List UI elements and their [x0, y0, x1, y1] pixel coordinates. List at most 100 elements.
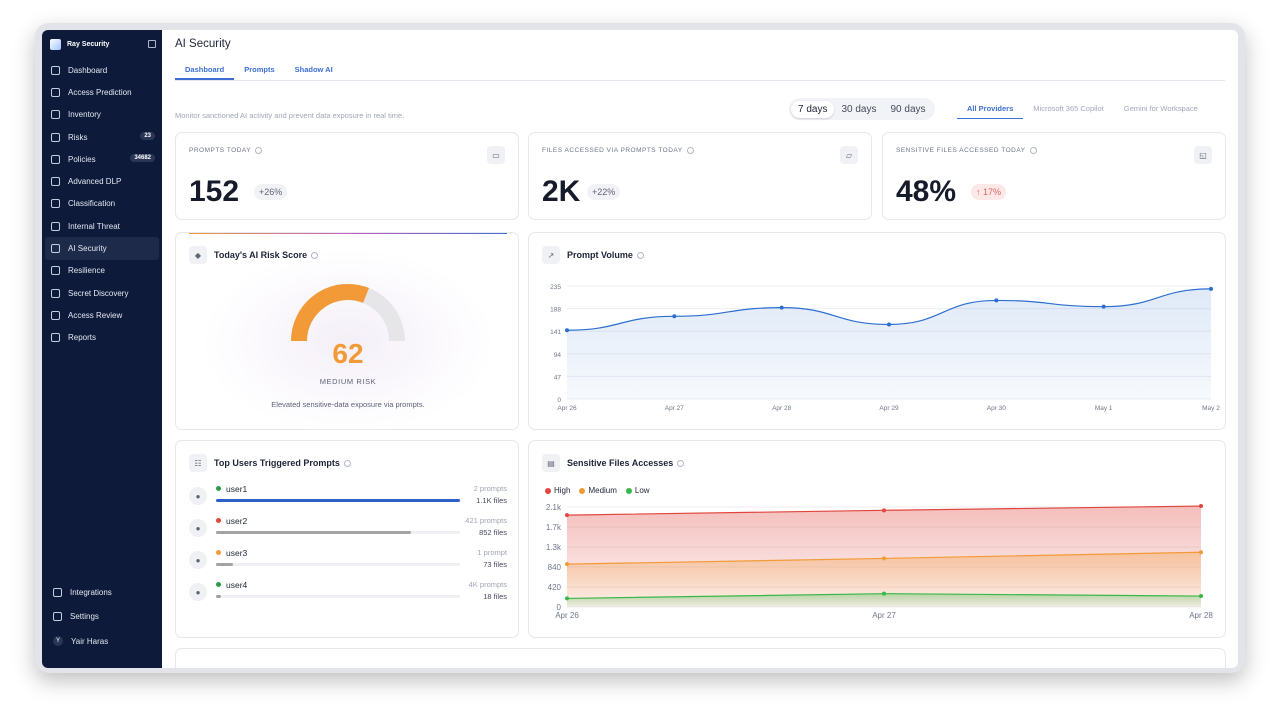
- data-point[interactable]: [882, 508, 886, 513]
- sidebar-item-internal-threat[interactable]: Internal Threat: [42, 215, 162, 237]
- provider-all[interactable]: All Providers: [957, 99, 1024, 119]
- folder-icon: ▱: [840, 146, 858, 164]
- sidebar-item-resilience[interactable]: Resilience: [42, 260, 162, 282]
- legend-item[interactable]: High: [545, 486, 570, 495]
- sidebar-collapse-icon[interactable]: [148, 40, 156, 48]
- sidebar-item-inventory[interactable]: Inventory: [42, 104, 162, 126]
- kpi-label: SENSITIVE FILES ACCESSED TODAY: [896, 147, 1026, 155]
- card-title: Top Users Triggered Prompts: [214, 458, 340, 468]
- x-tick-label: May 1: [1095, 405, 1113, 412]
- kpi-delta: ↑ 17%: [971, 184, 1007, 200]
- info-icon[interactable]: [255, 147, 263, 154]
- sidebar-item-ai-security[interactable]: AI Security: [45, 237, 159, 260]
- data-point[interactable]: [1199, 504, 1203, 509]
- sidebar-item-dashboard[interactable]: Dashboard: [42, 59, 162, 81]
- data-point[interactable]: [565, 596, 569, 601]
- range-7-days[interactable]: 7 days: [791, 100, 835, 118]
- sidebar-item-yair-haras[interactable]: Y Yair Haras: [42, 629, 162, 654]
- sidebar-item-reports[interactable]: Reports: [42, 327, 162, 349]
- series-area: [567, 552, 1201, 607]
- data-point[interactable]: [1199, 594, 1203, 599]
- y-tick-label: 188: [550, 307, 561, 314]
- user-prompts: 1 prompt: [477, 548, 507, 557]
- user-row[interactable]: ● user4 4K prompts 18 files: [189, 580, 507, 608]
- y-tick-label: 420: [548, 583, 562, 592]
- user-bar-track: [216, 499, 460, 502]
- legend-item[interactable]: Medium: [579, 486, 617, 495]
- sidebar-item-label: Secret Discovery: [68, 288, 129, 298]
- sidebar-item-label: Risks: [68, 132, 88, 142]
- info-icon[interactable]: [311, 252, 319, 260]
- data-point[interactable]: [1209, 286, 1213, 291]
- user-alert-icon: [51, 221, 60, 231]
- data-point[interactable]: [994, 298, 999, 303]
- resilience-icon: [51, 266, 60, 276]
- user-files: 852 files: [479, 528, 507, 537]
- data-point[interactable]: [882, 556, 886, 561]
- sidebar-item-risks[interactable]: Risks 23: [42, 126, 162, 148]
- chat-icon: ▭: [487, 146, 505, 164]
- brand[interactable]: Ray Security: [50, 39, 109, 50]
- provider-m365-copilot[interactable]: Microsoft 365 Copilot: [1033, 104, 1104, 113]
- user-bar-track: [216, 531, 460, 534]
- data-point[interactable]: [672, 314, 677, 319]
- brand-name: Ray Security: [67, 41, 110, 48]
- tab-prompts[interactable]: Prompts: [244, 65, 275, 74]
- person-icon: ●: [189, 519, 207, 537]
- user-row[interactable]: ● user1 2 prompts 1.1K files: [189, 484, 507, 512]
- sidebar-item-policies[interactable]: Policies 34682: [42, 148, 162, 170]
- sidebar-item-advanced-dlp[interactable]: Advanced DLP: [42, 170, 162, 192]
- sidebar-item-secret-discovery[interactable]: Secret Discovery: [42, 282, 162, 304]
- x-tick-label: Apr 28: [1189, 611, 1213, 620]
- sidebar-item-classification[interactable]: Classification: [42, 193, 162, 215]
- tab-dashboard[interactable]: Dashboard: [175, 59, 235, 80]
- user-bar-fill: [216, 595, 221, 598]
- sidebar-item-integrations[interactable]: Integrations: [42, 580, 162, 605]
- sidebar-item-access-review[interactable]: Access Review: [42, 304, 162, 326]
- accent-line: [189, 233, 507, 234]
- data-point[interactable]: [882, 591, 886, 596]
- risk-gauge: [291, 284, 405, 342]
- person-icon: ●: [189, 583, 207, 601]
- data-point[interactable]: [1199, 550, 1203, 555]
- user-name: user4: [226, 580, 248, 590]
- info-icon[interactable]: [343, 460, 351, 468]
- sidebar-item-label: Internal Threat: [68, 221, 120, 231]
- data-point[interactable]: [779, 305, 784, 310]
- grid-icon: [51, 65, 60, 75]
- data-point[interactable]: [1101, 304, 1106, 309]
- top-users-card: ☷ Top Users Triggered Prompts ● user1 2 pr…: [175, 440, 519, 638]
- range-30-days[interactable]: 30 days: [841, 103, 877, 115]
- user-row[interactable]: ● user2 421 prompts 852 files: [189, 516, 507, 544]
- user-name: user2: [226, 516, 248, 526]
- y-tick-label: 0: [557, 603, 562, 612]
- user-files: 18 files: [483, 592, 507, 601]
- data-point[interactable]: [887, 322, 891, 327]
- status-dot: [216, 582, 221, 587]
- sidebar-item-access-prediction[interactable]: Access Prediction: [42, 81, 162, 103]
- tab-shadow-ai[interactable]: Shadow AI: [294, 65, 333, 74]
- data-point[interactable]: [565, 328, 569, 333]
- gauge-fill: [291, 284, 369, 342]
- user-row[interactable]: ● user3 1 prompt 73 files: [189, 548, 507, 576]
- legend-label: High: [554, 486, 571, 495]
- y-tick-label: 1.7k: [546, 523, 562, 532]
- page-title: AI Security: [175, 38, 231, 50]
- sidebar-item-settings[interactable]: Settings: [42, 605, 162, 630]
- kpi-value: 2K: [542, 175, 581, 208]
- range-90-days[interactable]: 90 days: [890, 103, 926, 115]
- info-icon[interactable]: [686, 147, 694, 154]
- data-point[interactable]: [565, 513, 569, 518]
- kpi-value: 152: [189, 175, 240, 208]
- y-tick-label: 840: [548, 563, 562, 572]
- info-icon[interactable]: [636, 252, 644, 260]
- provider-gemini[interactable]: Gemini for Workspace: [1123, 104, 1198, 113]
- person-icon: ●: [189, 487, 207, 505]
- risk-score-card: ◆ Today's AI Risk Score 62 MEDIUM RISK E…: [175, 232, 519, 430]
- info-icon[interactable]: [1029, 147, 1037, 154]
- legend-item[interactable]: Low: [625, 486, 650, 495]
- data-point[interactable]: [565, 562, 569, 567]
- x-tick-label: May 2: [1202, 405, 1220, 412]
- info-icon[interactable]: [677, 460, 685, 468]
- kpi-card-prompts: PROMPTS TODAY ▭ 152 +26%: [175, 132, 519, 220]
